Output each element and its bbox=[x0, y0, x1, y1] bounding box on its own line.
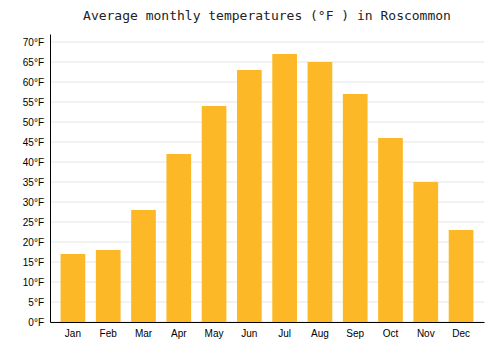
bar bbox=[202, 106, 227, 322]
grid-line bbox=[50, 82, 484, 83]
y-tick-label: 70°F bbox=[23, 37, 44, 48]
y-tick-label: 15°F bbox=[23, 257, 44, 268]
y-tick-label: 35°F bbox=[23, 177, 44, 188]
x-tick-label: Mar bbox=[135, 328, 153, 339]
bar bbox=[237, 70, 262, 322]
bars bbox=[61, 54, 474, 322]
x-tick-label: May bbox=[205, 328, 224, 339]
bar bbox=[61, 254, 86, 322]
x-tick: Dec bbox=[452, 328, 470, 339]
bar bbox=[413, 182, 438, 322]
y-tick: 5°F bbox=[28, 297, 44, 308]
y-tick: 20°F bbox=[23, 237, 44, 248]
x-tick: Jan bbox=[65, 328, 81, 339]
bar bbox=[272, 54, 297, 322]
y-tick-label: 55°F bbox=[23, 97, 44, 108]
x-axis-line bbox=[51, 322, 485, 323]
y-tick-label: 30°F bbox=[23, 197, 44, 208]
bar bbox=[378, 138, 403, 322]
grid-line bbox=[50, 162, 484, 163]
y-tick: 50°F bbox=[23, 117, 44, 128]
bar bbox=[449, 230, 474, 322]
y-tick-label: 65°F bbox=[23, 57, 44, 68]
grid-line bbox=[50, 122, 484, 123]
title: Average monthly temperatures (°F ) in Ro… bbox=[83, 8, 451, 23]
y-tick: 40°F bbox=[23, 157, 44, 168]
x-tick-label: Jan bbox=[65, 328, 81, 339]
x-tick-label: Jul bbox=[278, 328, 291, 339]
y-tick: 65°F bbox=[23, 57, 44, 68]
grid-line bbox=[50, 102, 484, 103]
y-tick-label: 50°F bbox=[23, 117, 44, 128]
y-tick: 35°F bbox=[23, 177, 44, 188]
y-tick-label: 25°F bbox=[23, 217, 44, 228]
y-tick-label: 60°F bbox=[23, 77, 44, 88]
x-tick-label: Apr bbox=[171, 328, 187, 339]
y-tick: 60°F bbox=[23, 77, 44, 88]
x-tick-label: Feb bbox=[100, 328, 118, 339]
y-tick: 30°F bbox=[23, 197, 44, 208]
y-tick-label: 45°F bbox=[23, 137, 44, 148]
grid-line bbox=[50, 62, 484, 63]
bar bbox=[96, 250, 121, 322]
grid bbox=[50, 42, 484, 322]
x-tick: Feb bbox=[100, 328, 118, 339]
x-tick: Jul bbox=[278, 328, 291, 339]
y-tick-label: 10°F bbox=[23, 277, 44, 288]
x-tick: Mar bbox=[135, 328, 153, 339]
y-tick: 0°F bbox=[28, 317, 44, 328]
x-tick: Aug bbox=[311, 328, 329, 339]
grid-line bbox=[50, 42, 484, 43]
x-axis: Jan Feb Mar Apr May Jun Jul Aug Sep Oct Nov Dec bbox=[51, 323, 485, 340]
x-tick: Apr bbox=[171, 328, 187, 339]
y-tick: 25°F bbox=[23, 217, 44, 228]
y-tick: 55°F bbox=[23, 97, 44, 108]
grid-line bbox=[50, 142, 484, 143]
y-tick: 10°F bbox=[23, 277, 44, 288]
x-tick: Jun bbox=[241, 328, 257, 339]
y-tick-label: 5°F bbox=[28, 297, 44, 308]
y-axis: 0°F 5°F 10°F 15°F 20°F 25°F 30°F 35°F 40°F 45°F 50… bbox=[23, 35, 51, 328]
bar bbox=[308, 62, 333, 322]
plot: Jan Feb Mar Apr May Jun Jul Aug Sep Oct Nov Dec 0°F 5… bbox=[23, 35, 485, 340]
chart: Jan Feb Mar Apr May Jun Jul Aug Sep Oct Nov Dec 0°F 5… bbox=[0, 0, 500, 350]
y-tick-label: 0°F bbox=[28, 317, 44, 328]
y-tick: 45°F bbox=[23, 137, 44, 148]
y-tick: 70°F bbox=[23, 37, 44, 48]
x-tick-label: Nov bbox=[417, 328, 435, 339]
y-axis-line bbox=[50, 35, 51, 323]
y-tick: 15°F bbox=[23, 257, 44, 268]
x-tick-label: Jun bbox=[241, 328, 257, 339]
bar bbox=[166, 154, 191, 322]
y-tick-label: 40°F bbox=[23, 157, 44, 168]
x-tick-label: Oct bbox=[383, 328, 399, 339]
y-tick-label: 20°F bbox=[23, 237, 44, 248]
x-tick: Nov bbox=[417, 328, 435, 339]
bar bbox=[343, 94, 368, 322]
x-tick: Sep bbox=[346, 328, 364, 339]
bar bbox=[131, 210, 156, 322]
x-tick: Oct bbox=[383, 328, 399, 339]
x-tick-label: Aug bbox=[311, 328, 329, 339]
x-tick-label: Sep bbox=[346, 328, 364, 339]
x-tick-label: Dec bbox=[452, 328, 470, 339]
x-tick: May bbox=[205, 328, 224, 339]
